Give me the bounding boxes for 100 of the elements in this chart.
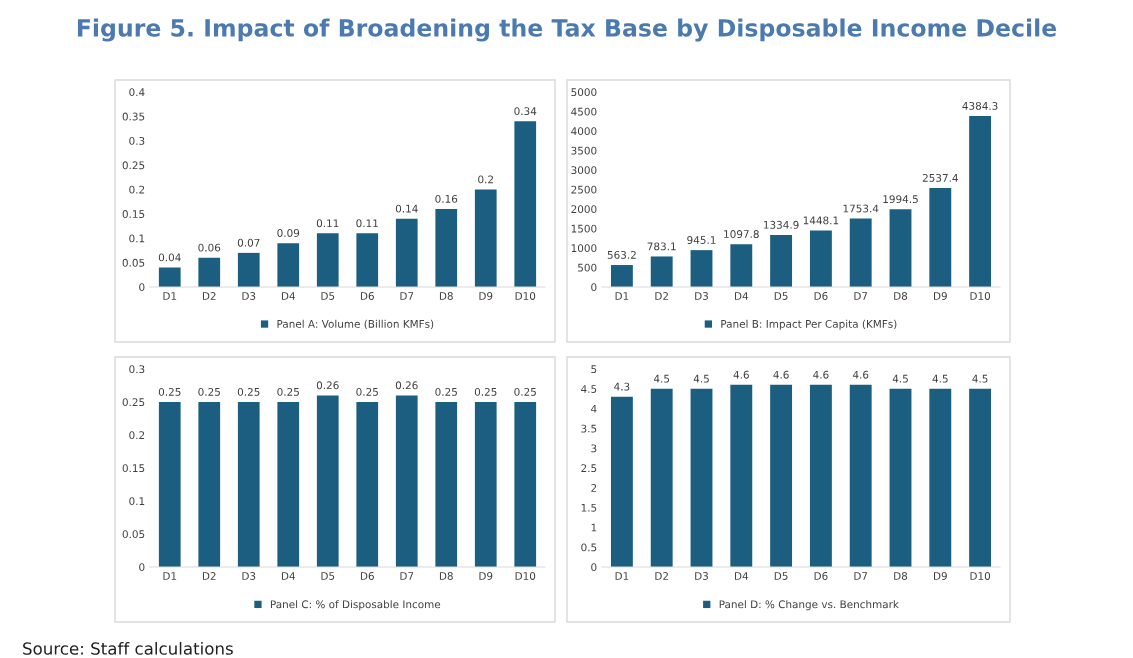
y-tick-label: 0 [591, 563, 597, 572]
y-tick-label: 4500 [571, 107, 597, 116]
x-tick-label: D3 [695, 572, 708, 580]
data-label: 563.2 [607, 250, 636, 259]
x-tick-label: D6 [360, 292, 374, 300]
bar [356, 233, 379, 287]
bar [730, 384, 753, 567]
x-tick-label: D4 [281, 572, 295, 580]
data-label: 1994.5 [883, 195, 918, 204]
y-tick-label: 0 [591, 283, 597, 292]
x-tick-label: D4 [735, 292, 749, 300]
x-tick-label: D1 [163, 292, 177, 300]
bar [889, 388, 912, 567]
bar [889, 209, 912, 287]
x-tick-label: D7 [400, 572, 414, 580]
x-tick-label: D5 [774, 572, 788, 580]
bar [435, 209, 458, 287]
bar [849, 218, 872, 287]
legend-label: Panel A: Volume (Billion KMFs) [277, 319, 434, 330]
y-tick-label: 4000 [571, 127, 597, 136]
x-tick-label: D10 [515, 292, 536, 300]
y-tick-label: 1.5 [581, 503, 597, 512]
x-tick-label: D2 [655, 292, 668, 300]
data-label: 4.6 [733, 370, 749, 379]
y-tick-label: 0.15 [122, 210, 145, 218]
legend-label: Panel C: % of Disposable Income [270, 600, 441, 611]
data-label: 0.25 [198, 387, 220, 396]
y-tick-label: 0.1 [129, 234, 145, 243]
y-tick-label: 2500 [571, 185, 597, 194]
x-tick-label: D8 [894, 572, 908, 580]
y-tick-label: 0.15 [122, 464, 145, 473]
data-label: 4.5 [693, 374, 709, 383]
y-tick-label: 500 [578, 263, 597, 272]
x-tick-label: D2 [655, 572, 668, 580]
bar [198, 257, 221, 287]
bar [770, 384, 793, 567]
data-label: 0.26 [316, 381, 339, 390]
x-tick-label: D10 [515, 572, 536, 580]
y-tick-label: 0.4 [129, 88, 145, 97]
x-tick-label: D9 [934, 292, 947, 300]
y-tick-label: 0.25 [122, 398, 145, 407]
bar [610, 265, 633, 287]
chart-title: Figure 5. Impact of Broadening the Tax Base by Disposable Income Decile [77, 18, 1057, 42]
y-tick-label: 0.2 [129, 185, 145, 194]
x-tick-label: D6 [360, 572, 374, 580]
data-label: 0.16 [435, 194, 458, 203]
y-tick-label: 5000 [571, 88, 597, 97]
data-label: 4.5 [932, 374, 948, 383]
y-tick-label: 0.3 [129, 136, 145, 145]
data-label: 1334.9 [764, 220, 799, 229]
data-label: 0.14 [395, 204, 418, 213]
y-tick-label: 2000 [571, 205, 597, 214]
data-label: 4.6 [773, 370, 789, 379]
x-tick-label: D1 [163, 572, 177, 580]
y-tick-label: 2.5 [581, 464, 597, 473]
x-tick-label: D2 [202, 292, 216, 300]
y-tick-label: 3000 [571, 166, 597, 175]
y-tick-label: 0 [139, 283, 145, 292]
y-tick-label: 0.05 [122, 258, 145, 267]
data-label: 945.1 [687, 236, 716, 244]
x-tick-label: D6 [814, 572, 828, 580]
x-tick-label: D8 [894, 292, 908, 300]
data-label: 0.2 [478, 175, 493, 184]
bar [849, 384, 872, 567]
data-label: 0.25 [514, 387, 536, 396]
y-tick-label: 2 [591, 484, 597, 492]
data-label: 4.5 [653, 374, 670, 383]
y-tick-label: 0.25 [122, 161, 145, 170]
data-label: 4.5 [972, 374, 988, 383]
bar [610, 396, 633, 567]
data-label: 4.3 [614, 382, 630, 391]
bar [809, 230, 832, 287]
data-label: 0.25 [474, 387, 497, 396]
data-label: 1097.8 [724, 230, 759, 238]
x-tick-label: D5 [774, 292, 788, 300]
y-tick-label: 1500 [571, 224, 597, 233]
x-tick-label: D7 [854, 572, 868, 580]
x-tick-label: D2 [202, 572, 216, 580]
y-tick-label: 0.05 [122, 530, 145, 539]
data-label: 4384.3 [962, 101, 998, 110]
bar [969, 116, 992, 287]
y-tick-label: 0.2 [129, 431, 145, 440]
legend-label: Panel D: % Change vs. Benchmark [719, 600, 899, 611]
y-tick-label: 1000 [571, 244, 597, 253]
data-label: 2537.4 [922, 173, 958, 182]
y-tick-label: 0.1 [129, 497, 145, 506]
bar [474, 189, 497, 287]
bar [929, 388, 952, 567]
x-tick-label: D8 [439, 292, 453, 300]
x-tick-label: D5 [321, 572, 335, 580]
bar [277, 243, 300, 287]
y-tick-label: 0 [139, 563, 145, 572]
data-label: 1448.1 [803, 216, 839, 225]
x-tick-label: D9 [479, 292, 493, 300]
y-tick-label: 0.5 [581, 543, 597, 552]
bar [969, 388, 992, 567]
bar [730, 244, 753, 287]
x-tick-label: D10 [970, 572, 991, 580]
x-tick-label: D1 [615, 292, 629, 300]
data-label: 0.25 [356, 387, 378, 396]
